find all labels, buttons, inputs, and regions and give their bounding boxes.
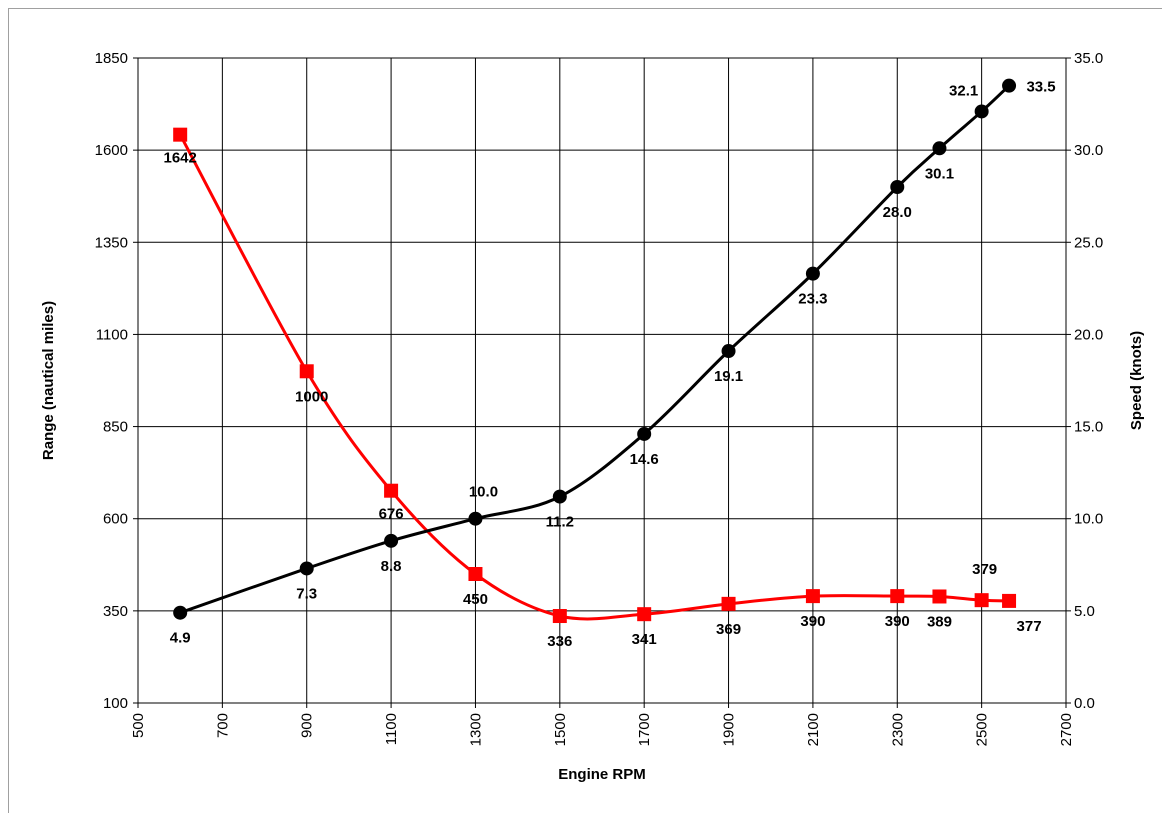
y-left-tick-label: 1850: [95, 50, 128, 67]
range-data-label: 369: [716, 621, 741, 638]
speed-marker: [299, 561, 314, 576]
speed-marker: [1002, 78, 1017, 93]
y-left-tick-label: 1600: [95, 142, 128, 159]
range-data-label: 336: [547, 633, 572, 650]
speed-data-label: 32.1: [949, 82, 978, 99]
x-tick-label: 1700: [636, 713, 653, 746]
range-line: [178, 133, 1010, 621]
series: [173, 78, 1017, 624]
speed-marker: [805, 266, 820, 281]
y-left-tick-label: 600: [103, 511, 128, 528]
range-data-label: 377: [1017, 618, 1042, 635]
range-data-label: 389: [927, 613, 952, 630]
speed-marker: [721, 344, 736, 359]
y-left-tick-label: 1100: [96, 326, 128, 343]
y-right-tick-label: 15.0: [1074, 419, 1103, 436]
range-data-label: 450: [463, 591, 488, 608]
range-marker: [552, 609, 567, 624]
range-marker: [173, 127, 188, 142]
speed-data-label: 23.3: [798, 291, 827, 308]
x-axis-title: Engine RPM: [558, 766, 646, 783]
x-tick-label: 2100: [805, 713, 822, 746]
speed-data-label: 8.8: [381, 558, 402, 575]
range-marker: [805, 589, 820, 604]
y-right-tick-label: 5.0: [1074, 603, 1095, 620]
y-axis-left-title: Range (nautical miles): [40, 301, 57, 460]
speed-data-label: 10.0: [469, 484, 498, 501]
x-tick-label: 2500: [974, 713, 991, 746]
speed-marker: [637, 426, 652, 441]
x-tick-label: 500: [130, 713, 147, 738]
x-tick-label: 1900: [721, 713, 738, 746]
speed-data-label: 11.2: [546, 514, 574, 531]
range-marker: [1002, 593, 1017, 608]
x-tick-label: 1300: [467, 713, 484, 746]
range-data-label: 1642: [163, 150, 196, 167]
y-axis-right-title: Speed (knots): [1128, 331, 1145, 430]
range-marker: [468, 567, 483, 581]
y-left-tick-label: 100: [103, 695, 128, 712]
x-tick-label: 1500: [552, 713, 569, 746]
speed-data-label: 7.3: [296, 585, 317, 602]
range-data-label: 676: [379, 506, 404, 523]
speed-data-label: 4.9: [170, 630, 191, 647]
x-tick-label: 2300: [889, 713, 906, 746]
range-marker: [974, 593, 989, 608]
range-marker: [721, 596, 736, 611]
grid: [138, 58, 1066, 703]
data-labels: 1642 1000 676 450 336 341 369 390 390 389 379 377 4.…: [163, 79, 1055, 650]
speed-marker: [468, 511, 483, 526]
y-right-tick-label: 10.0: [1074, 511, 1103, 528]
plot-area: [137, 57, 1067, 704]
x-tick-label: 700: [214, 713, 231, 738]
x-tick-label: 900: [299, 713, 316, 738]
speed-marker: [890, 180, 905, 194]
y-right-tick-label: 35.0: [1074, 50, 1103, 67]
range-marker: [384, 483, 399, 498]
y-right-tick-label: 20.0: [1074, 326, 1103, 343]
speed-marker: [384, 533, 399, 548]
range-data-label: 390: [800, 613, 825, 630]
y-right-tick-label: 30.0: [1074, 142, 1103, 159]
range-data-label: 379: [972, 561, 997, 578]
speed-data-label: 33.5: [1026, 79, 1055, 96]
speed-data-label: 19.1: [714, 368, 743, 385]
y-left-tick-label: 1350: [95, 234, 128, 251]
speed-data-label: 28.0: [883, 204, 912, 221]
speed-marker: [173, 605, 188, 620]
x-tick-label: 2700: [1058, 713, 1075, 746]
range-marker: [637, 607, 652, 622]
range-data-label: 341: [632, 631, 657, 648]
range-data-label: 1000: [295, 388, 328, 405]
speed-line: [179, 84, 1011, 615]
range-marker: [890, 589, 905, 604]
axis-ticks: 500 700 900 1100 1300 1500 1700 1900 2100 2300 250…: [95, 50, 1104, 746]
x-tick-label: 1100: [383, 713, 400, 745]
range-marker: [299, 364, 314, 379]
y-left-tick-label: 350: [103, 603, 128, 620]
speed-data-label: 30.1: [925, 165, 954, 182]
chart-frame: [8, 8, 1162, 813]
speed-marker: [932, 141, 947, 156]
y-left-tick-label: 850: [103, 419, 128, 436]
y-right-tick-label: 25.0: [1074, 234, 1103, 251]
range-data-label: 390: [885, 613, 910, 630]
speed-marker: [552, 489, 567, 504]
range-marker: [932, 589, 947, 604]
speed-data-label: 14.6: [630, 451, 659, 468]
y-right-tick-label: 0.0: [1074, 695, 1095, 712]
speed-marker: [974, 104, 989, 119]
